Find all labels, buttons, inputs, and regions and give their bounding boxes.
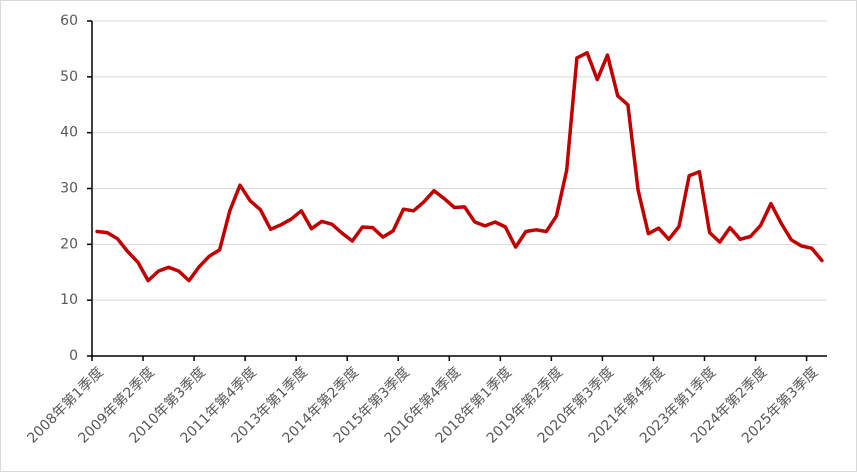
y-tick-label: 10 xyxy=(60,292,78,308)
y-tick-label: 50 xyxy=(60,69,78,85)
y-tick-label: 20 xyxy=(60,236,78,252)
y-tick-label: 30 xyxy=(60,181,78,197)
data-line xyxy=(95,51,824,283)
y-tick-label: 60 xyxy=(60,13,78,29)
y-tick-label: 40 xyxy=(60,125,78,141)
y-tick-label: 0 xyxy=(69,348,78,364)
